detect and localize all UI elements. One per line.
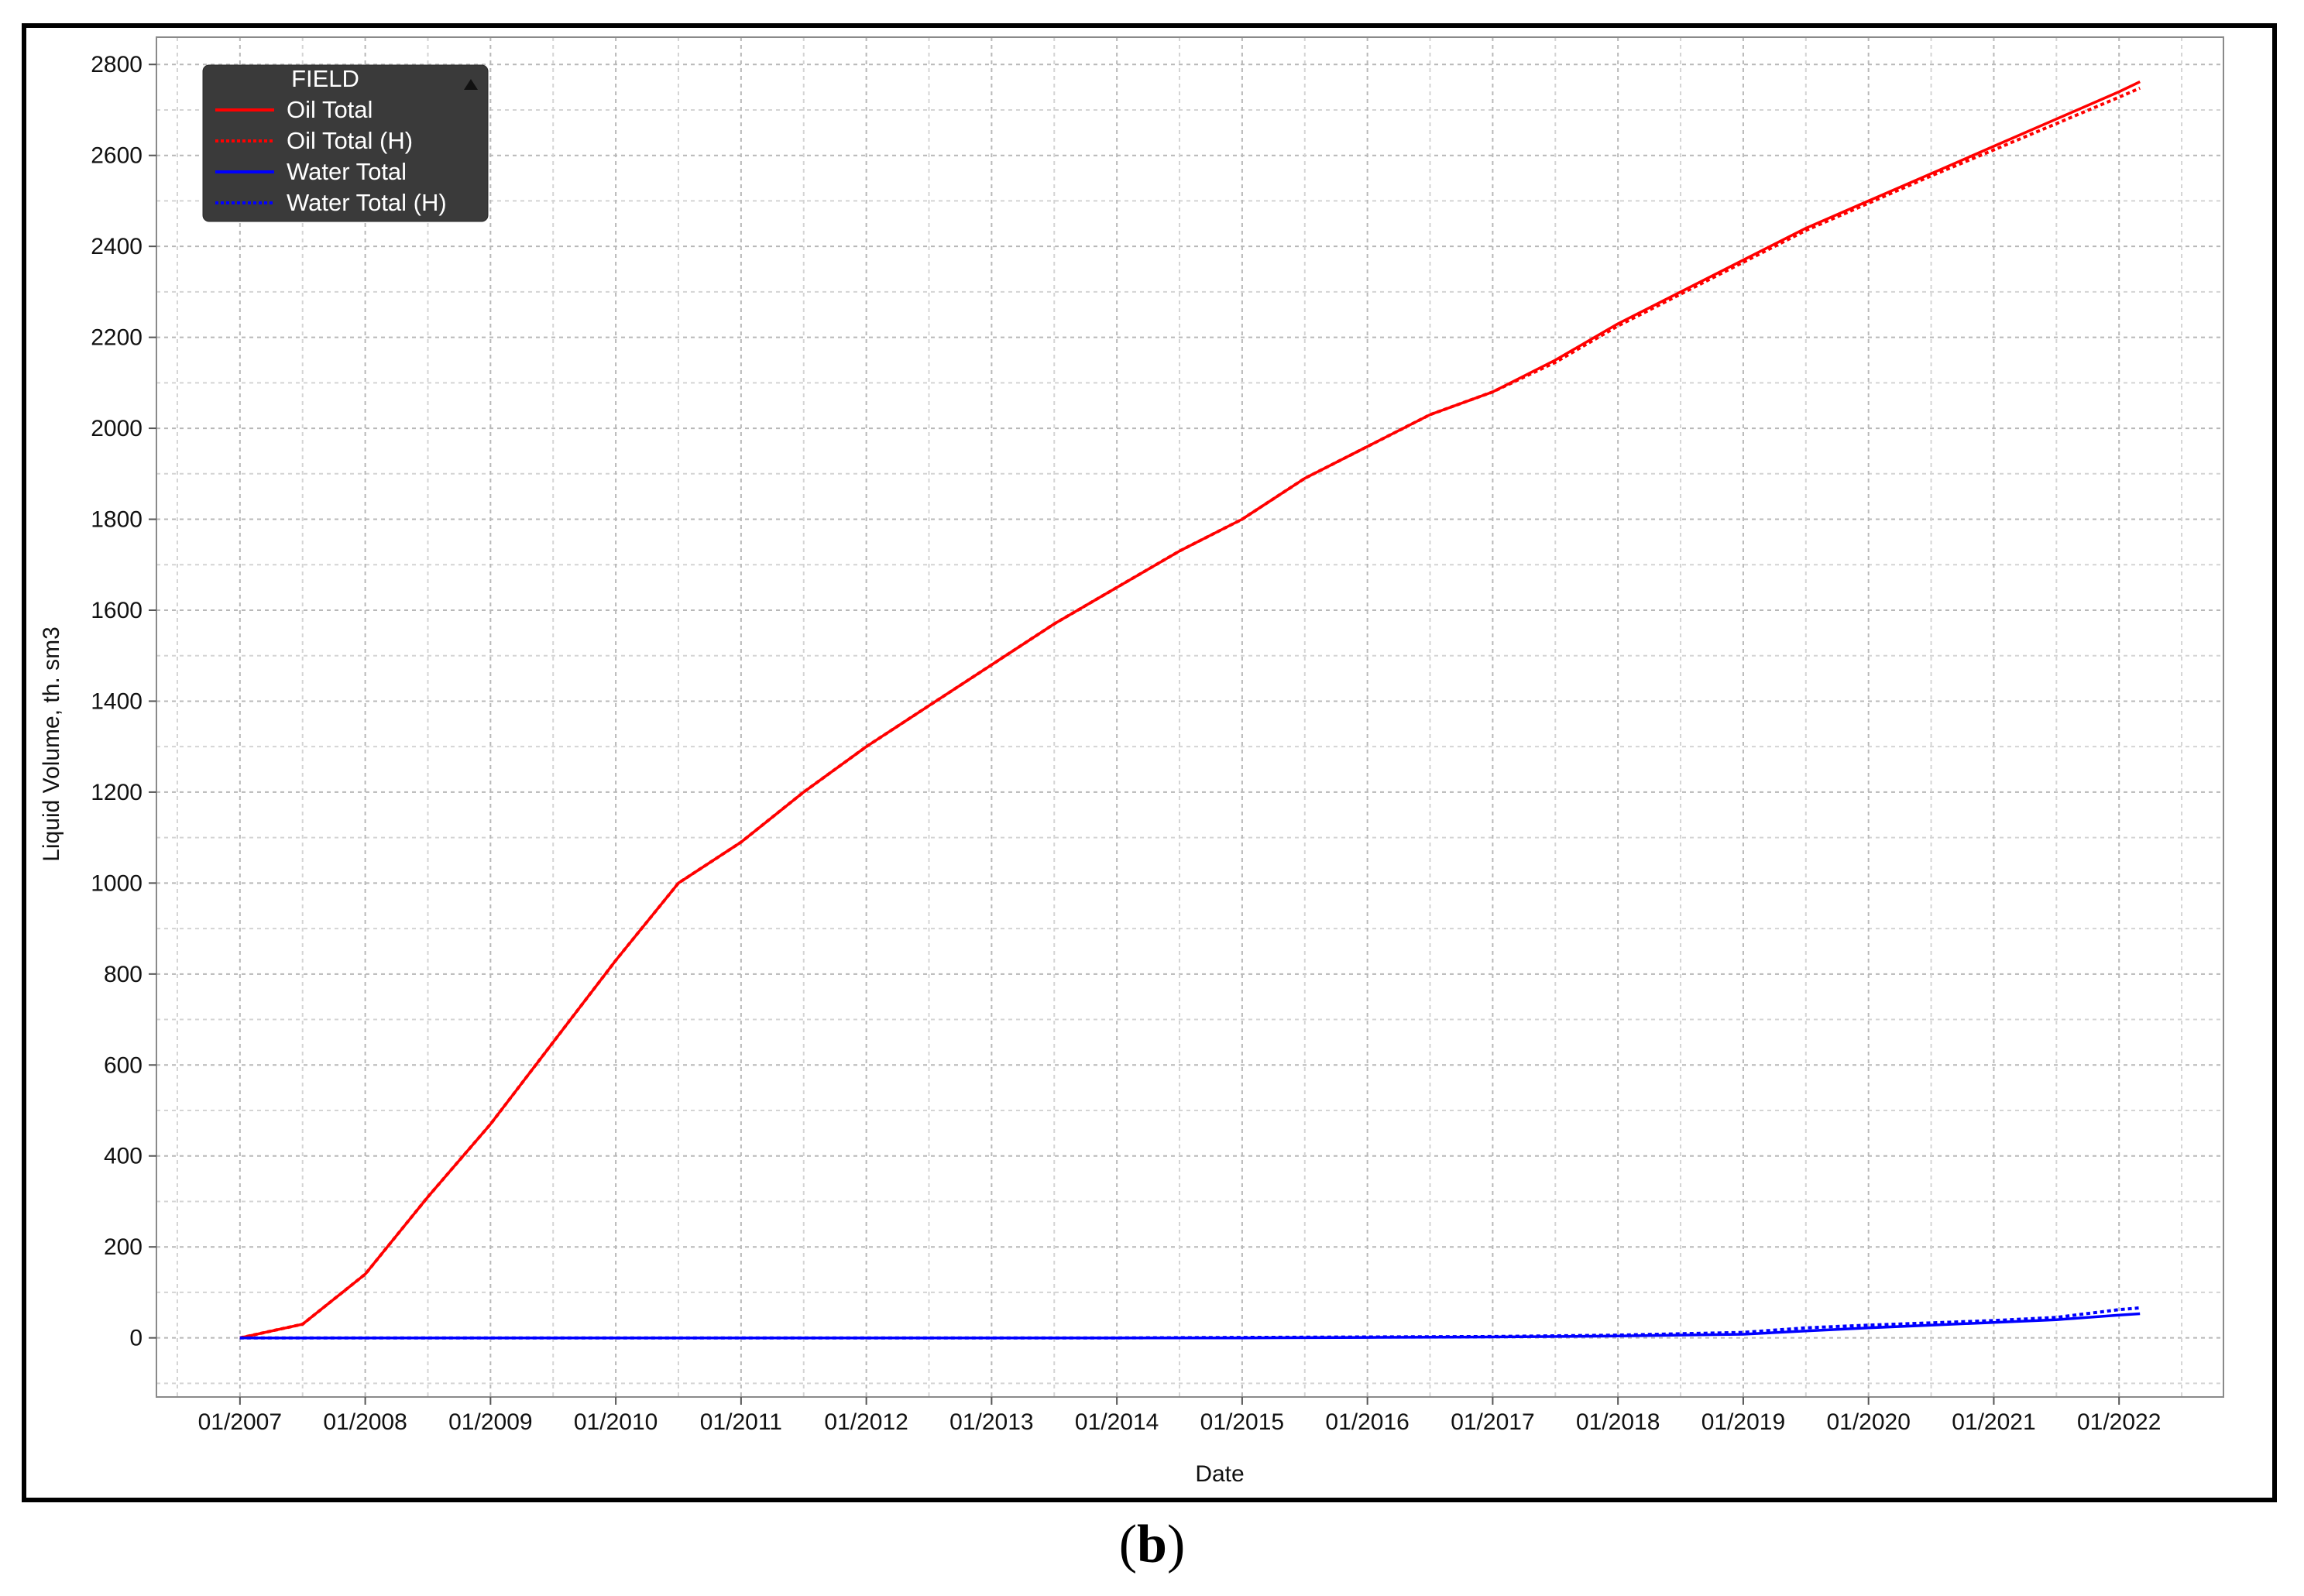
x-tick-label: 01/2013 <box>949 1409 1033 1435</box>
caption-open: ( <box>1118 1515 1138 1574</box>
caption-close: ) <box>1166 1515 1186 1574</box>
x-tick-label: 01/2016 <box>1325 1409 1409 1435</box>
x-tick-label: 01/2018 <box>1576 1409 1660 1435</box>
y-tick-label: 800 <box>104 962 142 987</box>
x-tick-label: 01/2010 <box>574 1409 658 1435</box>
y-tick-label: 600 <box>104 1052 142 1078</box>
series-line-water-total-h <box>239 1306 2141 1340</box>
x-tick-label: 01/2020 <box>1826 1409 1910 1435</box>
y-tick-label: 1000 <box>91 870 142 896</box>
y-tick-label: 2600 <box>91 143 142 169</box>
legend[interactable]: FIELD Oil Total Oil Total (H) Water Total W… <box>202 64 489 222</box>
x-tick-label: 01/2017 <box>1451 1409 1534 1435</box>
legend-title: FIELD <box>291 65 359 92</box>
legend-label: Water Total <box>287 158 407 185</box>
series-line-water-total <box>239 1312 2141 1340</box>
chart-frame: 0 200 400 600 800 1000 1200 1400 1600 1800 2000 220… <box>22 23 2277 1502</box>
y-tick-label: 200 <box>104 1234 142 1260</box>
legend-label: Water Total (H) <box>287 189 447 216</box>
y-tick-label: 1600 <box>91 598 142 623</box>
y-tick-label: 2400 <box>91 234 142 259</box>
y-tick-label: 400 <box>104 1144 142 1169</box>
x-tick-label: 01/2009 <box>448 1409 532 1435</box>
caption-letter: b <box>1137 1515 1167 1574</box>
plot-axes <box>149 36 2224 1405</box>
series-line-oil-total <box>239 81 2141 1340</box>
y-tick-label: 1800 <box>91 507 142 533</box>
x-tick-label: 01/2014 <box>1075 1409 1159 1435</box>
grid-lines <box>156 37 2223 1397</box>
plot-area-border <box>156 36 2224 1398</box>
legend-label: Oil Total (H) <box>287 127 413 154</box>
x-tick-label: 01/2019 <box>1701 1409 1785 1435</box>
y-axis-label: Liquid Volume, th. sm3 <box>39 626 64 862</box>
x-tick-label: 01/2012 <box>824 1409 908 1435</box>
legend-background <box>202 64 489 222</box>
y-tick-label: 1400 <box>91 688 142 714</box>
x-tick-label: 01/2007 <box>198 1409 282 1435</box>
y-tick-label: 2000 <box>91 416 142 441</box>
line-chart: 0 200 400 600 800 1000 1200 1400 1600 1800 2000 220… <box>39 36 2224 1487</box>
x-tick-label: 01/2011 <box>700 1409 782 1435</box>
collapse-triangle-icon[interactable] <box>464 79 478 90</box>
series-lines <box>239 81 2141 1340</box>
figure-caption: (b) <box>0 1514 2304 1576</box>
legend-items: Oil Total Oil Total (H) Water Total Water T… <box>215 96 447 216</box>
y-tick-label: 2800 <box>91 52 142 77</box>
x-axis-label: Date <box>1195 1461 1244 1487</box>
x-tick-label: 01/2022 <box>2077 1409 2161 1435</box>
y-tick-label: 2200 <box>91 325 142 351</box>
x-tick-label: 01/2021 <box>1952 1409 2035 1435</box>
x-tick-label: 01/2015 <box>1200 1409 1284 1435</box>
y-tick-labels: 0 200 400 600 800 1000 1200 1400 1600 1800 2000 220… <box>91 52 142 1351</box>
legend-label: Oil Total <box>287 96 373 123</box>
y-tick-label: 0 <box>129 1326 142 1351</box>
y-tick-label: 1200 <box>91 780 142 805</box>
x-tick-labels: 01/2007 01/2008 01/2009 01/2010 01/2011 01/20… <box>198 1409 2162 1435</box>
x-tick-label: 01/2008 <box>323 1409 407 1435</box>
series-line-oil-total-h <box>239 86 2141 1340</box>
